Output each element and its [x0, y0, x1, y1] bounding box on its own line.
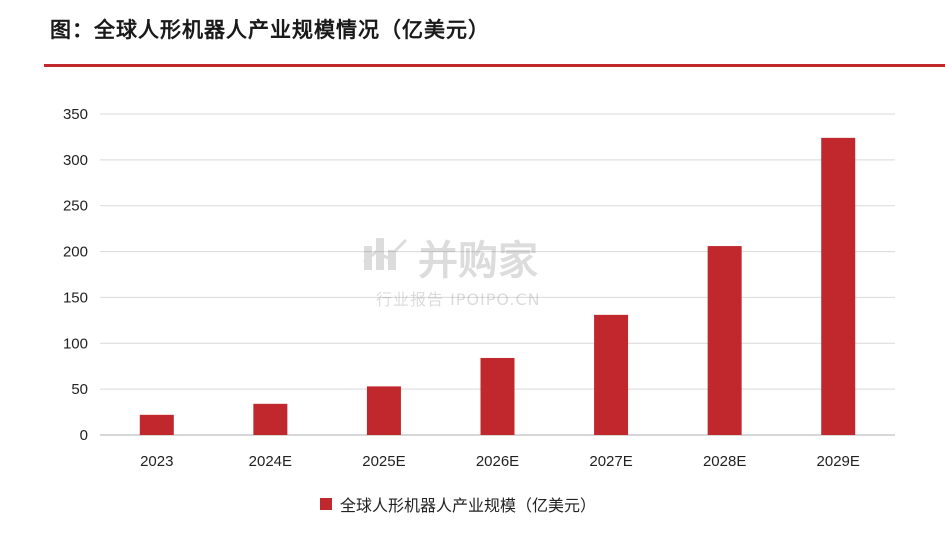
gridlines [100, 113, 895, 436]
y-axis-ticks: 0 50 100 150 200 250 300 350 [63, 106, 88, 444]
y-tick-label: 50 [71, 381, 88, 398]
bar-2025E [366, 386, 401, 435]
legend-swatch [320, 498, 332, 510]
y-tick-label: 200 [63, 244, 88, 261]
y-tick-label: 100 [63, 335, 88, 352]
x-tick-label: 2024E [249, 453, 292, 470]
legend-label: 全球人形机器人产业规模（亿美元） [340, 496, 597, 515]
bar-2023 [139, 414, 174, 435]
y-tick-label: 0 [80, 427, 88, 444]
x-tick-label: 2027E [589, 453, 632, 470]
bar-2024E [253, 403, 288, 435]
legend: 全球人形机器人产业规模（亿美元） [320, 492, 596, 516]
x-tick-label: 2023 [140, 453, 173, 470]
bar-2028E [707, 246, 742, 435]
y-tick-label: 150 [63, 289, 88, 306]
bar-2026E [480, 357, 515, 435]
bars [139, 137, 856, 436]
y-tick-label: 350 [63, 106, 88, 123]
x-axis-ticks: 2023 2024E 2025E 2026E 2027E 2028E 2029E [140, 453, 860, 470]
y-tick-label: 250 [63, 198, 88, 215]
x-tick-label: 2029E [817, 453, 860, 470]
x-tick-label: 2028E [703, 453, 746, 470]
bar-2029E [821, 137, 856, 436]
chart-title: 图：全球人形机器人产业规模情况（亿美元） [50, 18, 490, 42]
bar-2027E [594, 314, 629, 435]
title-divider [44, 64, 945, 67]
y-tick-label: 300 [63, 152, 88, 169]
x-tick-label: 2026E [476, 453, 519, 470]
x-tick-label: 2025E [362, 453, 405, 470]
